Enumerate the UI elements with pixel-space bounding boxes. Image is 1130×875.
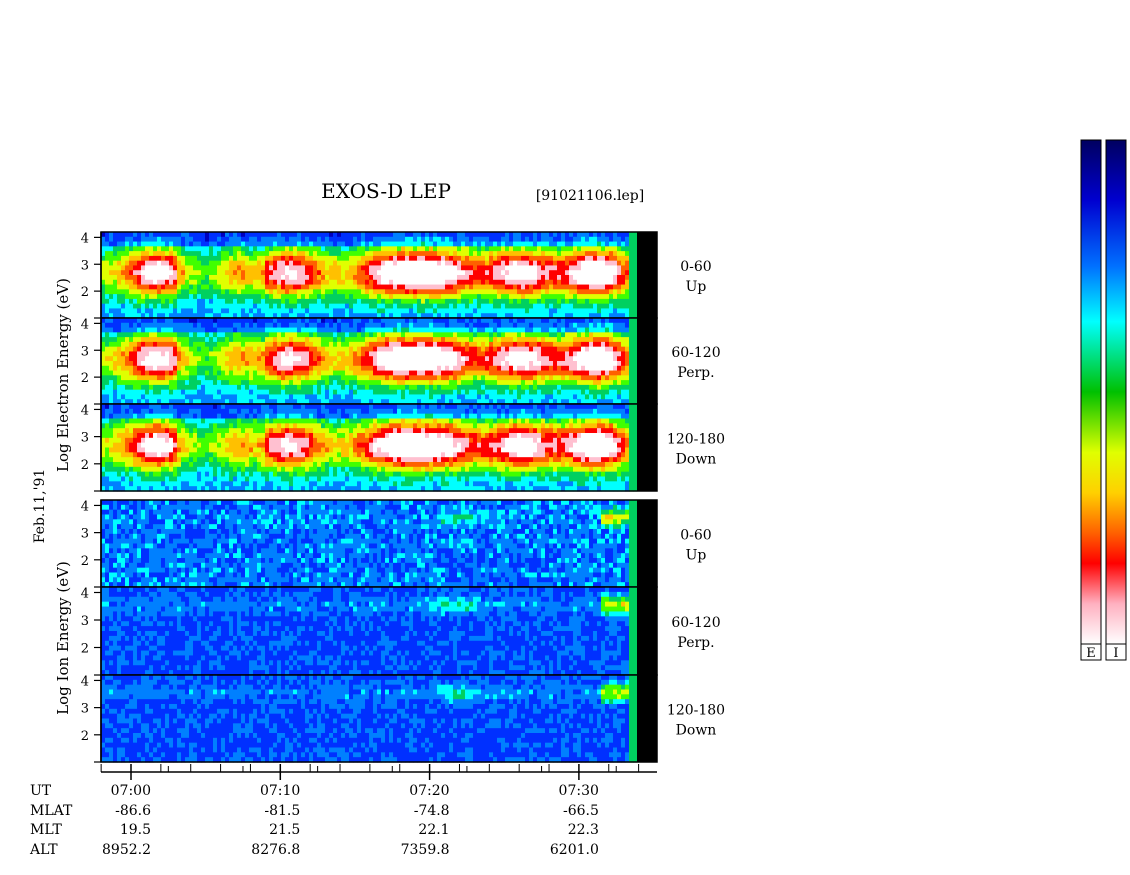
panel-3-image [100,403,658,492]
panel-range-label: 120-180 [667,703,725,719]
ytick-label: 4 [81,587,89,602]
panel-6-image [100,674,658,763]
panel-range-label: 60-120 [671,615,720,631]
footer-value-mlat: -66.5 [563,803,599,819]
file-label: [91021106.lep] [536,188,644,204]
ytick-label: 4 [81,403,89,418]
footer-value-ut: 07:10 [260,783,300,799]
panel-direction-label: Down [676,452,717,468]
footer-value-mlat: -86.6 [115,803,151,819]
colorbar-label-e: E [1086,646,1096,661]
ytick-label: 3 [81,702,89,717]
electron-ylabel: Log Electron Energy (eV) [54,278,72,472]
ytick-label: 2 [81,458,89,473]
ytick-label: 3 [81,258,89,273]
panel-5-image [100,586,658,676]
footer-value-alt: 6201.0 [550,842,599,858]
date-label: Feb.11,'91 [32,469,48,544]
ytick-label: 4 [81,231,89,246]
panel-range-label: 120-180 [667,432,725,448]
footer-label-ut: UT [30,783,52,799]
panel-range-label: 0-60 [680,528,711,544]
spectrogram-panels [100,231,658,763]
footer-value-mlat: -81.5 [264,803,300,819]
panel-range-label: 0-60 [680,259,711,275]
footer-value-ut: 07:20 [409,783,449,799]
footer-value-ut: 07:30 [559,783,599,799]
footer-value-mlt: 22.1 [418,822,449,838]
footer-value-alt: 8276.8 [251,842,300,858]
panel-4-image [100,499,658,588]
chart-title: EXOS-D LEP [321,179,451,203]
panel-range-label: 60-120 [671,345,720,361]
time-axis [100,764,657,780]
panel-direction-label: Up [686,548,707,564]
panel-1-image [100,231,658,319]
footer-value-mlt: 19.5 [120,822,151,838]
panel-labels: 0-60 Up 60-120 Perp. 120-180 Down 0-60 Up 60-120… [667,259,725,739]
ytick-label: 4 [81,317,89,332]
ytick-label: 2 [81,371,89,386]
ytick-label: 3 [81,344,89,359]
footer-label-alt: ALT [29,842,58,858]
panel-direction-label: Up [686,279,707,295]
colorbar-ion: I [1105,139,1127,661]
panel-direction-label: Perp. [677,635,714,651]
y-axes: 2 3 4 2 3 4 2 3 4 2 3 4 2 3 4 2 3 4 [81,231,102,763]
footer-label-mlat: MLAT [30,803,73,819]
footer-value-mlt: 22.3 [568,822,599,838]
ytick-label: 4 [81,674,89,689]
ytick-label: 2 [81,554,89,569]
ytick-label: 4 [81,499,89,514]
panel-2-image [100,317,658,405]
ytick-label: 2 [81,642,89,657]
footer-label-mlt: MLT [30,822,62,838]
ion-ylabel: Log Ion Energy (eV) [54,561,72,715]
ytick-label: 3 [81,431,89,446]
footer-value-alt: 7359.8 [401,842,450,858]
ytick-label: 3 [81,614,89,629]
footer-value-alt: 8952.2 [102,842,151,858]
ytick-label: 2 [81,285,89,300]
footer-value-mlt: 21.5 [269,822,300,838]
footer-value-mlat: -74.8 [414,803,450,819]
orbit-footer-table: UT MLAT MLT ALT 07:00 -86.6 19.5 8952.2 07:10 -81… [29,783,599,858]
colorbar-label-i: I [1113,646,1118,661]
ytick-label: 2 [81,729,89,744]
colorbar-electron: E [1080,139,1102,661]
ytick-label: 3 [81,527,89,542]
footer-value-ut: 07:00 [111,783,151,799]
panel-direction-label: Down [676,723,717,739]
panel-direction-label: Perp. [677,365,714,381]
